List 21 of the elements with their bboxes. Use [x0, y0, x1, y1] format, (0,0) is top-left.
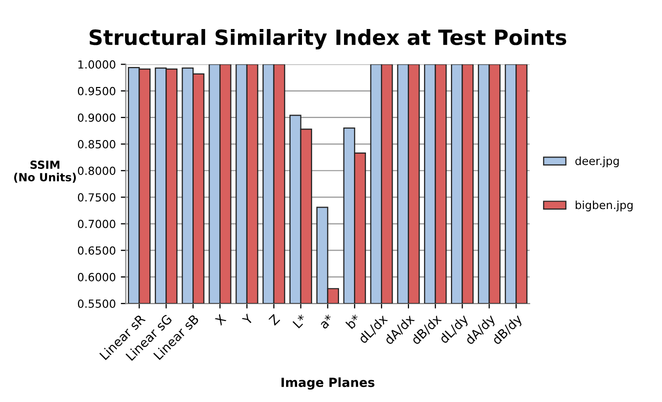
x-tick-label: a*	[318, 314, 334, 330]
x-tick-label: L*	[292, 314, 308, 328]
y-tick-label: 0.5500	[78, 299, 116, 308]
x-axis-title: Image Planes	[282, 377, 374, 390]
y-tick-label: 0.8500	[78, 140, 116, 148]
y-tick-label: 0.6000	[78, 272, 116, 282]
y-tick-label: 0.9500	[78, 86, 116, 96]
legend-label: deer.jpg	[575, 156, 619, 168]
legend-label: bigben.jpg	[576, 200, 633, 212]
y-tick-label: 0.8000	[78, 166, 116, 176]
x-tick-label: Z	[268, 314, 280, 326]
x-tick-label: b*	[345, 313, 362, 330]
y-tick-label: 0.7000	[78, 220, 116, 228]
y-tick-label: 1.0000	[78, 60, 116, 69]
y-tick-label: 0.6500	[78, 246, 116, 255]
x-tick-label: Y	[242, 313, 254, 326]
y-axis-title: SSIM (No Units)	[14, 160, 76, 183]
y-tick-label: 0.9000	[78, 113, 116, 122]
y-tick-label: 0.7500	[78, 193, 116, 202]
chart-title: Structural Similarity Index at Test Points	[90, 29, 566, 50]
x-tick-label: X	[214, 314, 226, 326]
